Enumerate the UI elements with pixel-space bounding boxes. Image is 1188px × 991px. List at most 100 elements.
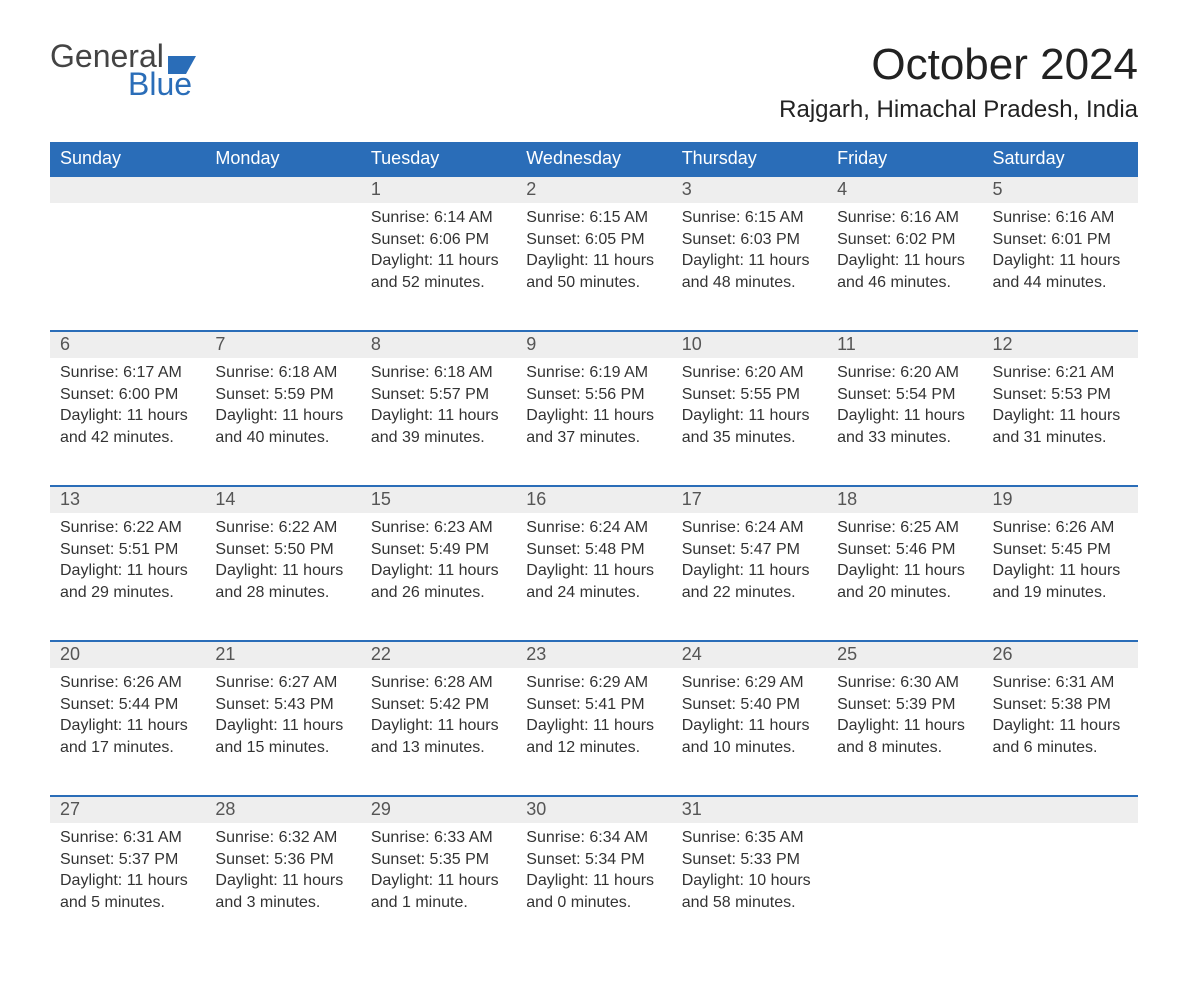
day-number: 7 xyxy=(215,334,225,354)
day-number-cell: 30 xyxy=(516,796,671,823)
day-cell: Sunrise: 6:14 AMSunset: 6:06 PMDaylight:… xyxy=(361,203,516,331)
day-number: 23 xyxy=(526,644,546,664)
day-number: 18 xyxy=(837,489,857,509)
day-cell: Sunrise: 6:22 AMSunset: 5:50 PMDaylight:… xyxy=(205,513,360,641)
day-number-cell: 22 xyxy=(361,641,516,668)
day-number: 21 xyxy=(215,644,235,664)
day-number: 16 xyxy=(526,489,546,509)
sunrise-line: Sunrise: 6:16 AM xyxy=(993,207,1128,229)
day-detail: Sunrise: 6:34 AMSunset: 5:34 PMDaylight:… xyxy=(516,823,671,923)
sunrise-line: Sunrise: 6:22 AM xyxy=(215,517,350,539)
daylight-line: Daylight: 11 hours and 17 minutes. xyxy=(60,715,195,758)
day-number: 28 xyxy=(215,799,235,819)
day-number-cell: 18 xyxy=(827,486,982,513)
day-detail: Sunrise: 6:29 AMSunset: 5:41 PMDaylight:… xyxy=(516,668,671,768)
day-number: 12 xyxy=(993,334,1013,354)
daylight-line: Daylight: 11 hours and 1 minute. xyxy=(371,870,506,913)
day-cell: Sunrise: 6:31 AMSunset: 5:37 PMDaylight:… xyxy=(50,823,205,951)
sunset-line: Sunset: 5:45 PM xyxy=(993,539,1128,561)
daynum-row: 12345 xyxy=(50,176,1138,203)
day-detail: Sunrise: 6:22 AMSunset: 5:50 PMDaylight:… xyxy=(205,513,360,613)
sunrise-line: Sunrise: 6:16 AM xyxy=(837,207,972,229)
day-cell: Sunrise: 6:31 AMSunset: 5:38 PMDaylight:… xyxy=(983,668,1138,796)
day-cell: Sunrise: 6:24 AMSunset: 5:48 PMDaylight:… xyxy=(516,513,671,641)
daynum-row: 20212223242526 xyxy=(50,641,1138,668)
daylight-line: Daylight: 11 hours and 15 minutes. xyxy=(215,715,350,758)
logo-text-bottom: Blue xyxy=(50,68,196,100)
empty-cell xyxy=(205,203,360,331)
day-number-cell: 14 xyxy=(205,486,360,513)
day-number: 24 xyxy=(682,644,702,664)
sunrise-line: Sunrise: 6:25 AM xyxy=(837,517,972,539)
daylight-line: Daylight: 11 hours and 6 minutes. xyxy=(993,715,1128,758)
sunset-line: Sunset: 5:44 PM xyxy=(60,694,195,716)
daylight-line: Daylight: 11 hours and 29 minutes. xyxy=(60,560,195,603)
day-detail: Sunrise: 6:19 AMSunset: 5:56 PMDaylight:… xyxy=(516,358,671,458)
empty-daynum xyxy=(827,796,982,823)
daylight-line: Daylight: 11 hours and 31 minutes. xyxy=(993,405,1128,448)
daylight-line: Daylight: 11 hours and 42 minutes. xyxy=(60,405,195,448)
sunset-line: Sunset: 5:48 PM xyxy=(526,539,661,561)
empty-daynum xyxy=(50,176,205,203)
sunset-line: Sunset: 5:53 PM xyxy=(993,384,1128,406)
sunset-line: Sunset: 5:55 PM xyxy=(682,384,817,406)
day-number: 20 xyxy=(60,644,80,664)
sunset-line: Sunset: 5:33 PM xyxy=(682,849,817,871)
day-number-cell: 16 xyxy=(516,486,671,513)
day-detail: Sunrise: 6:20 AMSunset: 5:54 PMDaylight:… xyxy=(827,358,982,458)
day-detail: Sunrise: 6:35 AMSunset: 5:33 PMDaylight:… xyxy=(672,823,827,923)
daylight-line: Daylight: 11 hours and 0 minutes. xyxy=(526,870,661,913)
day-detail: Sunrise: 6:26 AMSunset: 5:45 PMDaylight:… xyxy=(983,513,1138,613)
day-cell: Sunrise: 6:25 AMSunset: 5:46 PMDaylight:… xyxy=(827,513,982,641)
daynum-row: 2728293031 xyxy=(50,796,1138,823)
sunrise-line: Sunrise: 6:17 AM xyxy=(60,362,195,384)
day-number: 14 xyxy=(215,489,235,509)
daylight-line: Daylight: 11 hours and 22 minutes. xyxy=(682,560,817,603)
day-cell: Sunrise: 6:22 AMSunset: 5:51 PMDaylight:… xyxy=(50,513,205,641)
day-number-cell: 12 xyxy=(983,331,1138,358)
day-number-cell: 17 xyxy=(672,486,827,513)
sunrise-line: Sunrise: 6:29 AM xyxy=(682,672,817,694)
sunrise-line: Sunrise: 6:20 AM xyxy=(682,362,817,384)
day-number-cell: 7 xyxy=(205,331,360,358)
day-cell: Sunrise: 6:17 AMSunset: 6:00 PMDaylight:… xyxy=(50,358,205,486)
day-number: 22 xyxy=(371,644,391,664)
daylight-line: Daylight: 11 hours and 12 minutes. xyxy=(526,715,661,758)
day-detail: Sunrise: 6:15 AMSunset: 6:05 PMDaylight:… xyxy=(516,203,671,303)
sunrise-line: Sunrise: 6:28 AM xyxy=(371,672,506,694)
weekday-header: Tuesday xyxy=(361,142,516,176)
day-cell: Sunrise: 6:28 AMSunset: 5:42 PMDaylight:… xyxy=(361,668,516,796)
sunset-line: Sunset: 5:38 PM xyxy=(993,694,1128,716)
sunrise-line: Sunrise: 6:23 AM xyxy=(371,517,506,539)
day-cell: Sunrise: 6:15 AMSunset: 6:03 PMDaylight:… xyxy=(672,203,827,331)
daylight-line: Daylight: 11 hours and 52 minutes. xyxy=(371,250,506,293)
sunset-line: Sunset: 6:01 PM xyxy=(993,229,1128,251)
sunrise-line: Sunrise: 6:15 AM xyxy=(682,207,817,229)
daylight-line: Daylight: 11 hours and 48 minutes. xyxy=(682,250,817,293)
daylight-line: Daylight: 11 hours and 39 minutes. xyxy=(371,405,506,448)
day-number-cell: 4 xyxy=(827,176,982,203)
sunrise-line: Sunrise: 6:32 AM xyxy=(215,827,350,849)
weekday-header: Monday xyxy=(205,142,360,176)
day-cell: Sunrise: 6:15 AMSunset: 6:05 PMDaylight:… xyxy=(516,203,671,331)
day-number-cell: 21 xyxy=(205,641,360,668)
daylight-line: Daylight: 11 hours and 19 minutes. xyxy=(993,560,1128,603)
weekday-header: Friday xyxy=(827,142,982,176)
day-detail: Sunrise: 6:18 AMSunset: 5:57 PMDaylight:… xyxy=(361,358,516,458)
day-number: 26 xyxy=(993,644,1013,664)
day-number: 27 xyxy=(60,799,80,819)
day-cell: Sunrise: 6:20 AMSunset: 5:54 PMDaylight:… xyxy=(827,358,982,486)
day-detail: Sunrise: 6:17 AMSunset: 6:00 PMDaylight:… xyxy=(50,358,205,458)
day-detail: Sunrise: 6:24 AMSunset: 5:47 PMDaylight:… xyxy=(672,513,827,613)
daylight-line: Daylight: 11 hours and 5 minutes. xyxy=(60,870,195,913)
day-cell: Sunrise: 6:21 AMSunset: 5:53 PMDaylight:… xyxy=(983,358,1138,486)
empty-cell xyxy=(827,823,982,951)
sunset-line: Sunset: 5:39 PM xyxy=(837,694,972,716)
day-number: 30 xyxy=(526,799,546,819)
day-cell: Sunrise: 6:18 AMSunset: 5:59 PMDaylight:… xyxy=(205,358,360,486)
weekday-header: Saturday xyxy=(983,142,1138,176)
day-cell: Sunrise: 6:27 AMSunset: 5:43 PMDaylight:… xyxy=(205,668,360,796)
sunrise-line: Sunrise: 6:21 AM xyxy=(993,362,1128,384)
day-detail: Sunrise: 6:27 AMSunset: 5:43 PMDaylight:… xyxy=(205,668,360,768)
day-cell: Sunrise: 6:29 AMSunset: 5:41 PMDaylight:… xyxy=(516,668,671,796)
